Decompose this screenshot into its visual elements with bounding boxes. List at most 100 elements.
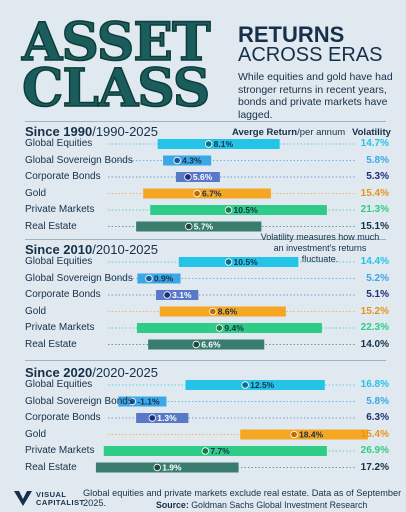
return-header-rest: /per annum [297,127,346,138]
asset-row: Private Markets 22.3% [25,321,391,335]
return-label: 9.4% [224,323,244,333]
return-label: 8.1% [214,139,234,149]
asset-label: Corporate Bonds [25,289,101,300]
return-marker [224,258,233,266]
return-label: 1.9% [162,463,182,473]
range-bar [136,413,189,423]
return-label: 12.5% [250,380,275,390]
return-marker [184,173,192,181]
asset-row: Private Markets 21.3% [25,203,391,217]
asset-label: Global Equities [25,138,93,149]
divider [25,239,386,240]
volatility-value: 6.3% [366,412,389,423]
volatility-value: 15.4% [360,187,389,199]
source-text: Goldman Sachs Global Investment Research [191,500,368,510]
return-label: 3.1% [172,290,192,300]
return-marker [173,156,181,165]
return-label: 0.9% [154,274,174,284]
return-marker [209,307,217,316]
range-bar [136,323,322,333]
return-label: -1.1% [137,397,160,407]
range-bar [103,446,327,456]
return-marker [241,381,249,389]
source-label: Source: [156,500,189,510]
asset-row: Gold 15.4% [25,187,391,201]
asset-label: Global Sovereign Bonds [25,154,133,166]
return-marker [145,274,153,283]
return-label: 5.7% [194,222,214,232]
asset-row: Corporate Bonds 6.3% [25,411,391,425]
footer-note: Global equities and private markets excl… [83,488,402,508]
divider [25,360,386,361]
return-marker [192,340,200,349]
volatility-column-header: Volatility [352,127,391,138]
volatility-value: 14.0% [360,338,389,350]
era-heading-1990: Since 1990/1990-2025 [25,124,158,139]
asset-row: Global Sovereign Bonds 5.2% [25,272,391,286]
asset-row: Gold 15.4% [25,428,391,442]
asset-row: Global Sovereign Bonds 5.8% [25,154,391,168]
return-label: 10.5% [234,257,259,267]
volatility-value: 5.2% [366,272,389,284]
return-label: 8.6% [218,307,238,317]
volatility-value: 21.3% [360,204,389,215]
asset-label: Real Estate [25,461,77,473]
range-bar [240,429,368,440]
era-heading-bold: Since 2010 [25,242,93,257]
return-marker [201,447,210,455]
visual-capitalist-logo: VISUAL CAPITALIST [14,487,94,509]
asset-label: Private Markets [25,445,95,456]
asset-row: Global Equities 14.7% [25,137,391,151]
range-bar [163,155,212,166]
range-bar [175,172,220,182]
asset-row: Real Estate 17.2% [25,461,391,475]
range-bar [150,205,327,215]
volatility-value: 17.2% [360,461,389,473]
range-bar [118,396,167,407]
return-marker [185,222,193,231]
return-label: 1.3% [157,413,177,423]
return-marker [290,430,298,439]
range-bar [148,339,265,350]
volatility-value: 5.8% [366,154,389,166]
return-marker [148,414,156,422]
volatility-value: 14.7% [360,138,389,149]
return-marker [224,206,233,214]
return-marker [128,397,137,406]
era-heading-range: /1990-2025 [92,124,158,139]
asset-label: Gold [25,428,47,440]
title-across-eras: ACROSS ERAS [238,44,383,66]
return-marker [215,324,224,332]
return-marker [163,291,171,299]
asset-label: Global Equities [25,379,93,390]
asset-class-title: ASSET CLASS [21,12,211,119]
return-label: 6.7% [202,189,222,199]
range-bar [157,139,280,149]
volatility-value: 14.4% [360,256,389,267]
range-bar [159,306,286,317]
logo-mark-icon [14,491,32,506]
volatility-value: 5.8% [366,395,389,407]
era-heading-2020: Since 2020/2020-2025 [25,365,158,380]
asset-row: Corporate Bonds 5.1% [25,288,391,302]
return-label: 7.7% [210,446,230,456]
title-class-word: CLASS [21,58,211,119]
title-asset-word: ASSET [21,12,211,73]
range-bar [156,290,199,300]
asset-label: Gold [25,187,47,199]
asset-label: Private Markets [25,204,95,215]
asset-label: Real Estate [25,338,77,350]
asset-label: Private Markets [25,322,95,333]
volatility-value: 15.4% [360,428,389,440]
volatility-value: 26.9% [360,445,389,456]
return-header-bold: Averge Return [232,127,298,138]
asset-row: Gold 15.2% [25,305,391,319]
asset-label: Real Estate [25,220,77,232]
asset-label: Corporate Bonds [25,171,101,182]
asset-row: Global Equities 14.4% [25,255,391,269]
return-marker [153,463,161,472]
range-bar [95,462,239,473]
asset-row: Global Equities 16.8% [25,378,391,392]
era-heading-bold: Since 1990 [25,124,93,139]
